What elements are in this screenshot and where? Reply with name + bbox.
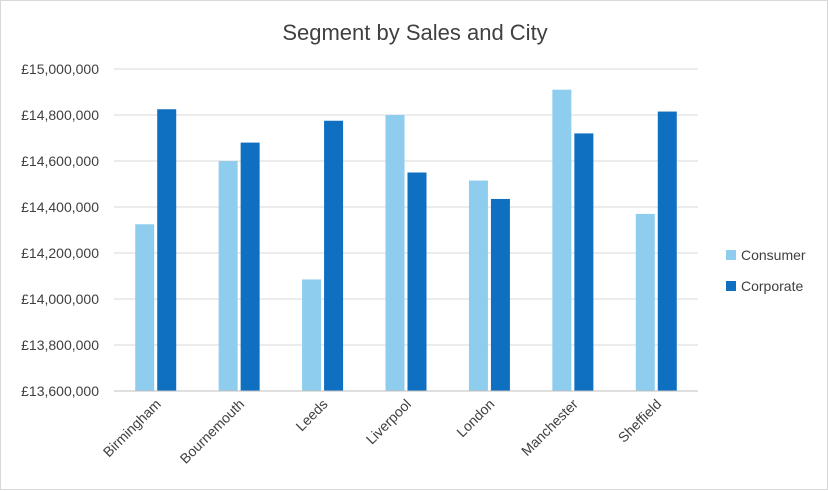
bar-consumer-london — [468, 180, 488, 391]
x-tick-label: London — [453, 396, 497, 440]
y-tick-label: £14,200,000 — [21, 245, 99, 261]
bar-corporate-manchester — [574, 133, 594, 391]
bar-consumer-liverpool — [385, 115, 405, 391]
bar-corporate-london — [490, 198, 510, 391]
y-tick-label: £13,600,000 — [21, 383, 99, 399]
x-tick-label: Leeds — [292, 396, 330, 434]
bars — [135, 89, 677, 392]
x-tick-label: Manchester — [518, 396, 581, 459]
legend: Consumer Corporate — [726, 247, 806, 294]
bar-consumer-manchester — [552, 89, 572, 391]
bar-corporate-liverpool — [407, 172, 427, 391]
x-tick-label: Bournemouth — [177, 396, 248, 467]
bar-consumer-bournemouth — [218, 161, 238, 391]
legend-label-corporate: Corporate — [741, 278, 803, 294]
x-tick-label: Birmingham — [100, 396, 164, 460]
bar-consumer-birmingham — [135, 224, 155, 391]
legend-swatch-consumer — [726, 250, 736, 260]
legend-label-consumer: Consumer — [741, 247, 806, 263]
y-tick-label: £15,000,000 — [21, 61, 99, 77]
bar-consumer-leeds — [302, 279, 322, 391]
y-tick-label: £14,400,000 — [21, 199, 99, 215]
x-axis: Birmingham Bournemouth Leeds Liverpool Londo… — [100, 390, 698, 467]
gridlines — [114, 68, 698, 346]
bar-corporate-leeds — [324, 120, 344, 391]
bar-corporate-birmingham — [157, 109, 177, 391]
x-tick-label: Sheffield — [615, 396, 665, 446]
legend-swatch-corporate — [726, 281, 736, 291]
y-tick-label: £14,600,000 — [21, 153, 99, 169]
bar-corporate-sheffield — [657, 111, 677, 392]
bar-consumer-sheffield — [635, 213, 655, 391]
bar-corporate-bournemouth — [240, 142, 260, 391]
y-tick-label: £13,800,000 — [21, 337, 99, 353]
y-axis: £13,600,000 £13,800,000 £14,000,000 £14,200… — [21, 61, 99, 399]
chart-title: Segment by Sales and City — [282, 20, 547, 45]
y-tick-label: £14,000,000 — [21, 291, 99, 307]
y-tick-label: £14,800,000 — [21, 107, 99, 123]
x-tick-label: Liverpool — [363, 396, 414, 447]
